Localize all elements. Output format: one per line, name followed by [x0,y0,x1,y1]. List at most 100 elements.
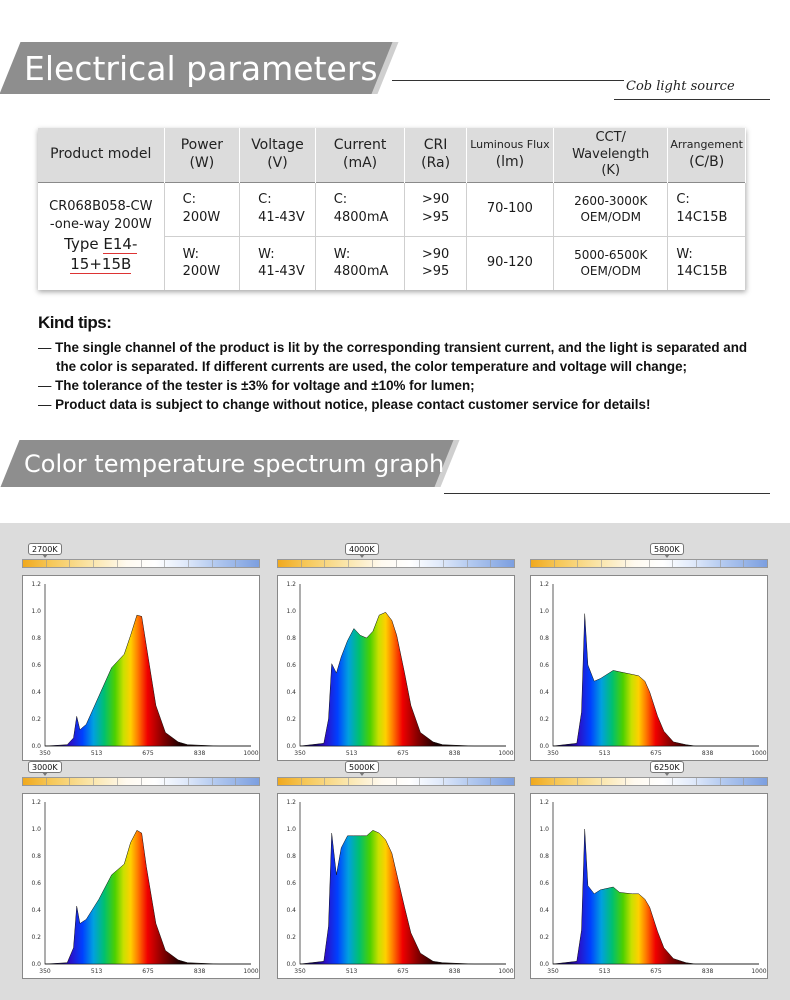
table-row-w: W: 200W W: 41-43V W: 4800mA >90 >95 90-120 5… [38,235,746,290]
header-rule-1a [392,80,624,81]
y-tick-label: 0.4 [31,907,41,914]
cct-tag: 6250K [650,761,684,776]
spectrum-panel-2700k: 2700K 1.2 1.0 0.8 0.6 0.4 0.2 0.0 350 513 675 838 10… [22,543,260,763]
header-luminous-flux: Luminous Flux (lm) [466,128,555,182]
y-tick-label: 1.2 [286,581,296,588]
spectrum-panel-3000k: 3000K 1.2 1.0 0.8 0.6 0.4 0.2 0.0 350 513 675 838 10… [22,761,260,981]
spectrum-plot: 1.2 1.0 0.8 0.6 0.4 0.2 0.0 350 513 675 838 1000 [22,793,260,979]
y-tick-label: 1.0 [286,826,296,833]
x-tick-label: 675 [142,750,154,757]
y-tick-label: 0.2 [286,934,296,941]
x-tick-label: 1000 [751,750,766,757]
cell-flux: 90-120 [466,235,555,290]
cell-arrangement: W: 14C15B [667,235,746,290]
cct-tag: 5000K [345,761,379,776]
cell-cri: >90 >95 [404,181,467,236]
x-tick-label: 350 [547,968,559,975]
y-tick-label: 0.6 [31,662,41,669]
section-banner-spectrum: Color temperature spectrum graph [0,440,460,487]
y-tick-label: 0.0 [286,961,296,968]
y-tick-label: 1.2 [286,799,296,806]
cell-power: W: 200W [164,235,241,290]
x-tick-label: 675 [397,968,409,975]
y-tick-label: 1.0 [539,608,549,615]
section-banner-electrical: Electrical parameters [0,42,399,94]
x-tick-label: 675 [142,968,154,975]
y-tick-label: 1.2 [31,799,41,806]
y-tick-label: 0.8 [31,635,41,642]
x-tick-label: 1000 [498,968,513,975]
y-tick-label: 0.4 [286,689,296,696]
x-tick-label: 513 [346,968,358,975]
y-tick-label: 0.8 [31,853,41,860]
x-tick-label: 1000 [498,750,513,757]
spectrum-panel-6250k: 6250K 1.2 1.0 0.8 0.6 0.4 0.2 0.0 350 513 675 838 10… [530,761,768,981]
cob-light-source-label: Cob light source [626,79,735,94]
header-rule-2 [444,493,770,494]
spectrum-panel-4000k: 4000K 1.2 1.0 0.8 0.6 0.4 0.2 0.0 350 513 675 838 10… [277,543,515,763]
parameter-table: Product model Power (W) Voltage (V) Curren… [38,128,746,290]
y-tick-label: 0.6 [286,662,296,669]
section-title-electrical: Electrical parameters [24,48,378,88]
model-code: CR068B058-CW [49,199,153,215]
y-tick-label: 1.2 [31,581,41,588]
cell-current: W: 4800mA [315,235,406,290]
x-tick-label: 1000 [751,968,766,975]
tip-item: — Product data is subject to change with… [38,397,651,412]
x-tick-label: 838 [449,750,461,757]
spectrum-plot: 1.2 1.0 0.8 0.6 0.4 0.2 0.0 350 513 675 838 1000 [530,793,768,979]
x-tick-label: 513 [346,750,358,757]
model-type: Type E14-15+15B [64,234,138,274]
y-tick-label: 1.2 [539,581,549,588]
spectrum-panel-5000k: 5000K 1.2 1.0 0.8 0.6 0.4 0.2 0.0 350 513 675 838 10… [277,761,515,981]
tip-item-continued: the color is separated. If different cur… [56,359,688,374]
cct-color-scale [530,777,768,786]
y-tick-label: 1.0 [31,826,41,833]
header-arrangement: Arrangement (C/B) [667,128,746,182]
y-tick-label: 0.6 [539,662,549,669]
x-tick-label: 350 [39,968,51,975]
y-tick-label: 0.0 [539,961,549,968]
table-header-row: Product model Power (W) Voltage (V) Curren… [38,128,746,182]
cell-voltage: C: 41-43V [239,181,316,236]
table-row-c: CR068B058-CW -one-way 200W Type E14-15+1… [38,181,746,290]
y-tick-label: 0.2 [286,716,296,723]
y-tick-label: 0.4 [31,689,41,696]
spectrum-area-5800k [552,613,760,747]
section-title-spectrum: Color temperature spectrum graph [24,449,445,478]
cct-tag: 2700K [28,543,62,558]
y-tick-label: 0.4 [539,907,549,914]
cell-voltage: W: 41-43V [239,235,316,290]
x-tick-label: 838 [449,968,461,975]
header-cct: CCT/ Wavelength (K) [553,128,669,182]
y-tick-label: 0.2 [539,934,549,941]
x-tick-label: 350 [294,968,306,975]
x-tick-label: 838 [194,968,206,975]
x-tick-label: 513 [599,750,611,757]
spectrum-plot: 1.2 1.0 0.8 0.6 0.4 0.2 0.0 350 513 675 838 1000 [530,575,768,761]
spectrum-plot: 1.2 1.0 0.8 0.6 0.4 0.2 0.0 350 513 675 838 1000 [277,575,515,761]
x-tick-label: 513 [91,968,103,975]
cell-flux: 70-100 [466,181,555,236]
header-cri: CRI (Ra) [404,128,467,182]
header-current: Current (mA) [315,128,406,182]
spectrum-plot: 1.2 1.0 0.8 0.6 0.4 0.2 0.0 350 513 675 838 1000 [22,575,260,761]
y-tick-label: 0.2 [539,716,549,723]
spectrum-area-5000k [299,830,507,965]
cct-color-scale [530,559,768,568]
y-tick-label: 0.8 [286,853,296,860]
kind-tips-title: Kind tips: [38,313,112,332]
product-model-cell: CR068B058-CW -one-way 200W Type E14-15+1… [38,181,165,290]
y-tick-label: 0.4 [286,907,296,914]
header-voltage: Voltage (V) [239,128,316,182]
kind-tips: Kind tips: — The single channel of the p… [38,313,758,414]
cct-color-scale [277,777,515,786]
cct-tag: 3000K [28,761,62,776]
y-tick-label: 1.2 [539,799,549,806]
x-tick-label: 350 [39,750,51,757]
cell-arrangement: C: 14C15B [667,181,746,236]
y-tick-label: 0.6 [539,880,549,887]
